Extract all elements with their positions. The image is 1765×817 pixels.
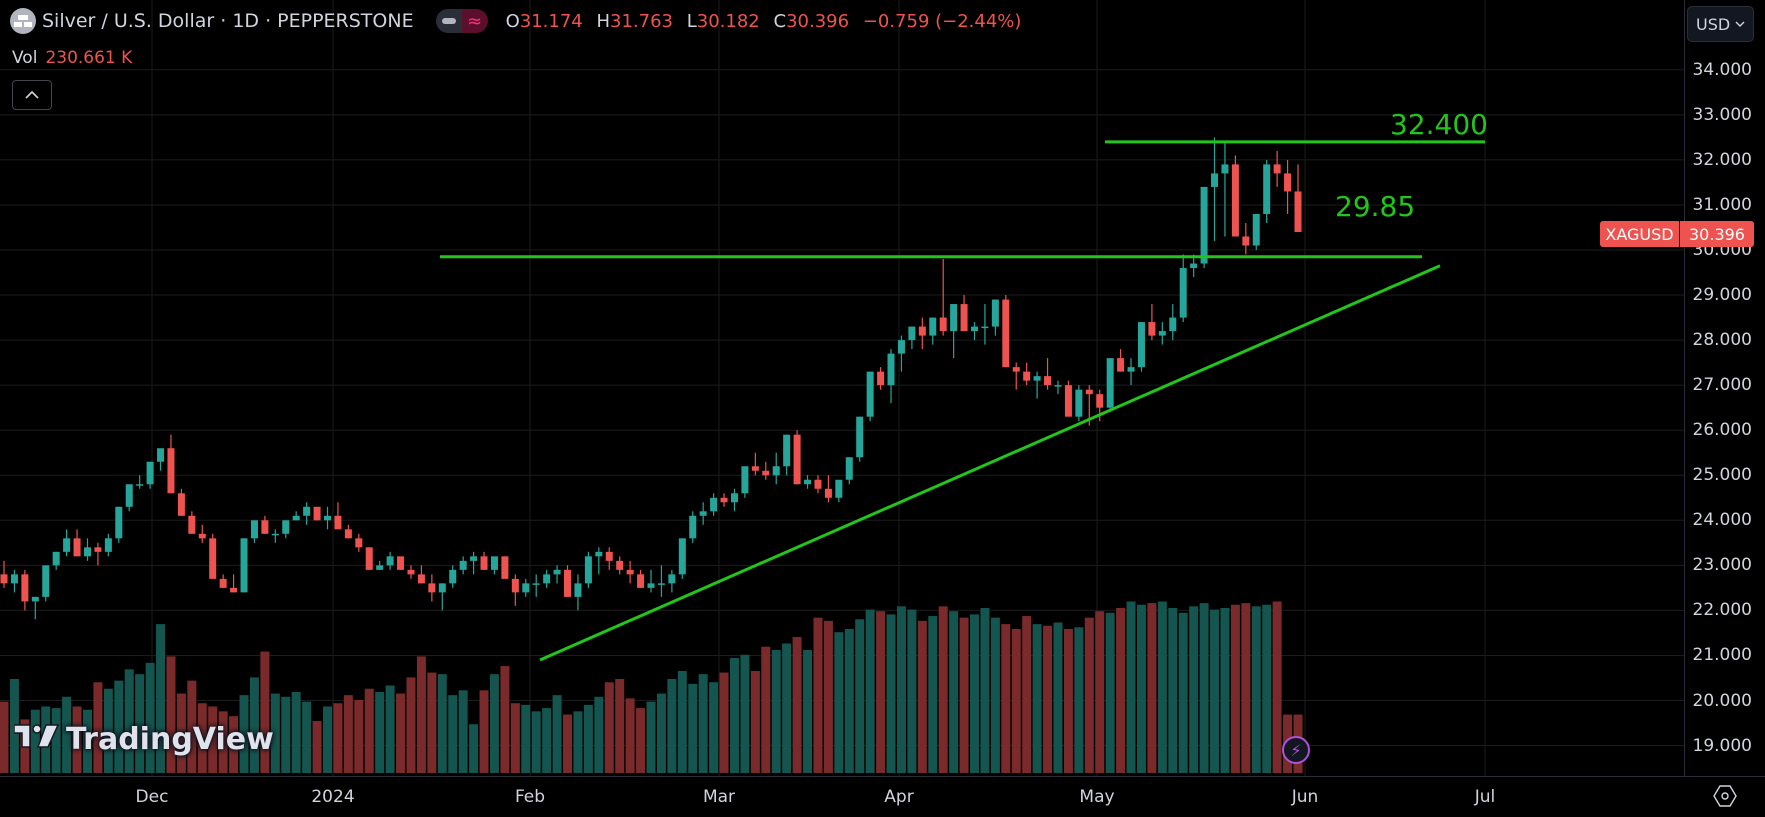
price-tick-label: 20.000	[1692, 690, 1752, 711]
collapse-legend-button[interactable]	[12, 80, 52, 110]
close-value: 30.396	[786, 10, 850, 32]
time-tick-label: May	[1079, 787, 1115, 807]
price-tick-label: 34.000	[1692, 59, 1752, 80]
tradingview-logo[interactable]: TradingView	[13, 722, 274, 757]
lightning-icon[interactable]: ⚡	[1282, 736, 1310, 764]
volume-label: Vol	[12, 48, 38, 68]
resistance-label[interactable]: 32.400	[1390, 108, 1488, 141]
time-tick-label: Feb	[514, 787, 546, 807]
last-price-badge: 30.396	[1680, 221, 1754, 247]
symbol-title[interactable]: Silver / U.S. Dollar · 1D · PEPPERSTONE	[42, 10, 414, 32]
low-key: L	[686, 10, 697, 32]
low-value: 30.182	[696, 10, 760, 32]
price-tick-label: 32.000	[1692, 149, 1752, 170]
tradingview-mark-icon	[13, 722, 60, 757]
silver-bars-icon	[10, 8, 36, 34]
price-tick-label: 24.000	[1692, 510, 1752, 531]
price-tick-label: 28.000	[1692, 330, 1752, 351]
volume-legend: Vol 230.661 K	[12, 48, 132, 68]
currency-select[interactable]: USD	[1687, 6, 1754, 42]
time-tick-label: Jul	[1474, 787, 1496, 807]
minus-icon[interactable]	[435, 9, 462, 33]
symbol-legend: Silver / U.S. Dollar · 1D · PEPPERSTONE …	[10, 8, 1029, 34]
open-key: O	[505, 10, 520, 32]
chart-canvas[interactable]	[0, 0, 1684, 776]
time-tick-label: Apr	[884, 787, 914, 807]
chevron-down-icon	[1735, 21, 1745, 27]
price-tick-label: 29.000	[1692, 285, 1752, 306]
time-tick-label: Mar	[702, 787, 736, 807]
price-axis[interactable]: 34.000 33.000 32.000 31.000 30.000 29.000 28.0…	[1684, 0, 1765, 776]
price-tick-label: 22.000	[1692, 600, 1752, 621]
change-value: −0.759 (−2.44%)	[862, 10, 1022, 32]
time-axis[interactable]: Dec 2024 Feb Mar Apr May Jun Jul	[0, 776, 1765, 817]
price-tick-label: 33.000	[1692, 104, 1752, 125]
time-tick-label: 2024	[311, 787, 355, 807]
price-tick-label: 25.000	[1692, 465, 1752, 486]
price-tick-label: 31.000	[1692, 194, 1752, 215]
time-tick-label: Dec	[135, 787, 169, 807]
price-tick-label: 21.000	[1692, 645, 1752, 666]
time-tick-label: Jun	[1291, 787, 1319, 807]
wave-approx-icon[interactable]: ≈	[461, 9, 488, 33]
price-tick-label: 26.000	[1692, 420, 1752, 441]
ohlc-values: O31.174 H31.763 L30.182 C30.396 −0.759 (…	[506, 11, 1030, 32]
support-label[interactable]: 29.85	[1335, 190, 1416, 223]
price-tick-label: 19.000	[1692, 735, 1752, 756]
price-tick-label: 23.000	[1692, 555, 1752, 576]
close-key: C	[773, 10, 787, 32]
high-value: 31.763	[610, 10, 673, 32]
volume-value: 230.661 K	[45, 48, 133, 68]
chevron-up-icon	[25, 91, 39, 99]
price-tick-label: 27.000	[1692, 375, 1752, 396]
tradingview-wordmark: TradingView	[66, 722, 274, 757]
high-key: H	[596, 10, 611, 32]
last-price-symbol-badge: XAGUSD	[1600, 221, 1679, 247]
indicator-toggle-pill[interactable]: ≈	[435, 9, 488, 33]
currency-value: USD	[1696, 14, 1731, 34]
open-value: 31.174	[519, 10, 583, 32]
settings-hexagon-icon[interactable]	[1710, 782, 1740, 810]
